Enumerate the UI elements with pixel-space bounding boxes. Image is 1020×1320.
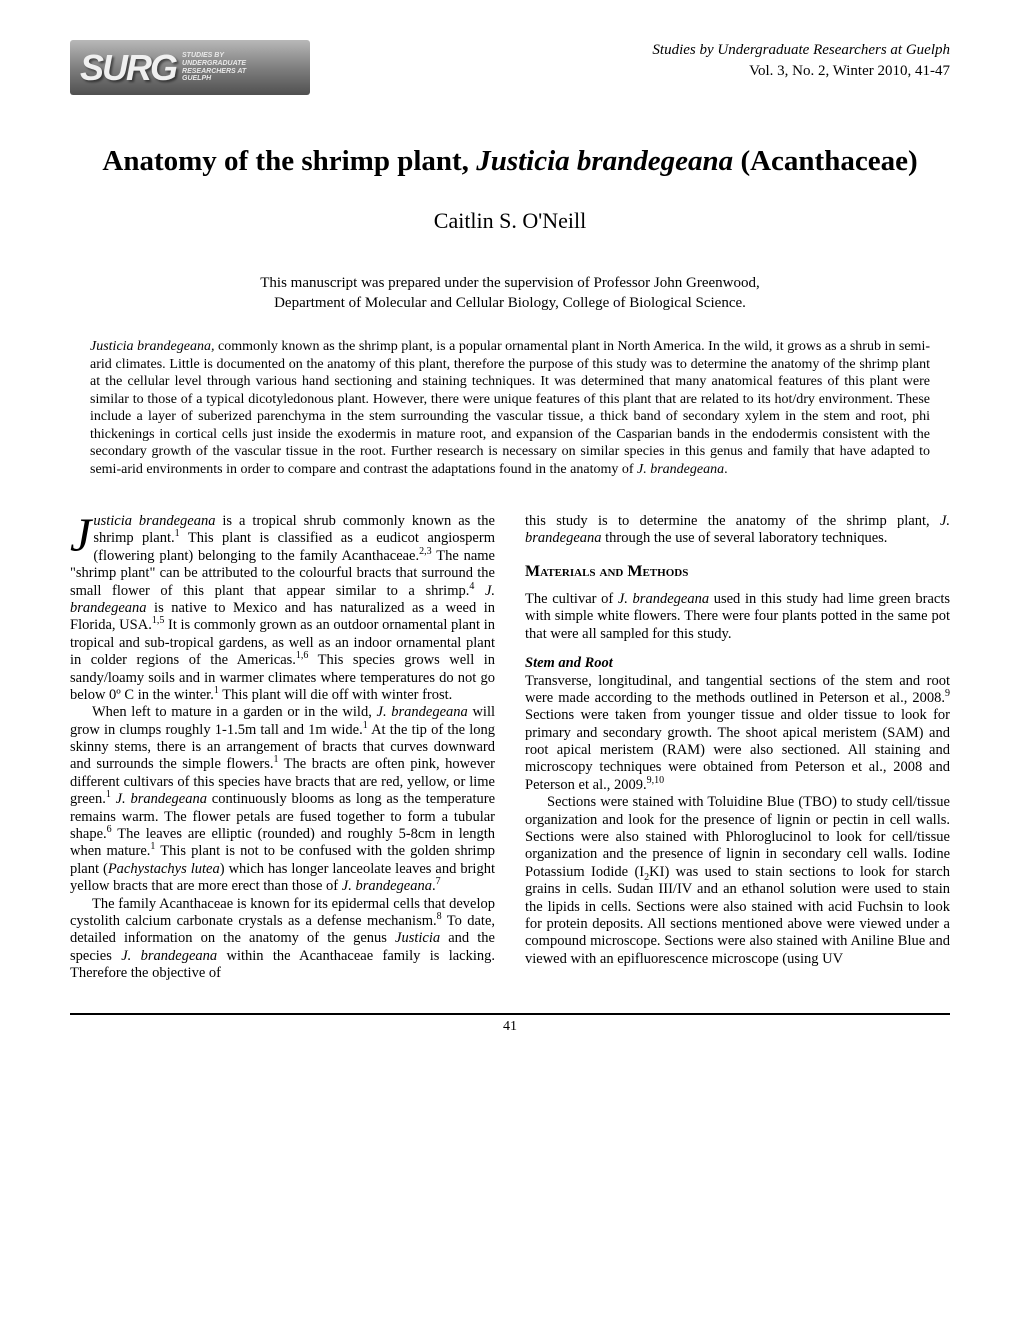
logo-subtitle: STUDIES BY UNDERGRADUATE RESEARCHERS AT … [182,52,246,83]
page-footer: 41 [70,1013,950,1035]
methods-para-2: Transverse, longitudinal, and tangential… [525,673,950,795]
methods-para-1: The cultivar of J. brandegeana used in t… [525,591,950,643]
right-column: this study is to determine the anatomy o… [525,513,950,983]
supervision-note: This manuscript was prepared under the s… [160,274,860,313]
journal-logo: SURG STUDIES BY UNDERGRADUATE RESEARCHER… [70,40,310,95]
page-header: SURG STUDIES BY UNDERGRADUATE RESEARCHER… [70,40,950,95]
journal-info: Studies by Undergraduate Researchers at … [652,40,950,82]
article-title: Anatomy of the shrimp plant, Justicia br… [70,145,950,178]
body-columns: Justicia brandegeana is a tropical shrub… [70,513,950,983]
abstract: Justicia brandegeana, commonly known as … [90,338,930,478]
article-author: Caitlin S. O'Neill [70,208,950,234]
left-column: Justicia brandegeana is a tropical shrub… [70,513,495,983]
journal-name: Studies by Undergraduate Researchers at … [652,40,950,61]
subsection-heading-stemroot: Stem and Root [525,655,950,672]
page-number: 41 [503,1019,517,1034]
logo-acronym: SURG [80,47,176,89]
intro-para-2: When left to mature in a garden or in th… [70,704,495,895]
intro-para-3: The family Acanthaceae is known for its … [70,896,495,983]
intro-continuation: this study is to determine the anatomy o… [525,513,950,548]
journal-volume: Vol. 3, No. 2, Winter 2010, 41-47 [652,61,950,82]
intro-para-1: Justicia brandegeana is a tropical shrub… [70,513,495,704]
section-heading-methods: Materials and Methods [525,562,950,581]
drop-cap: J [70,513,93,555]
methods-para-3: Sections were stained with Toluidine Blu… [525,794,950,968]
